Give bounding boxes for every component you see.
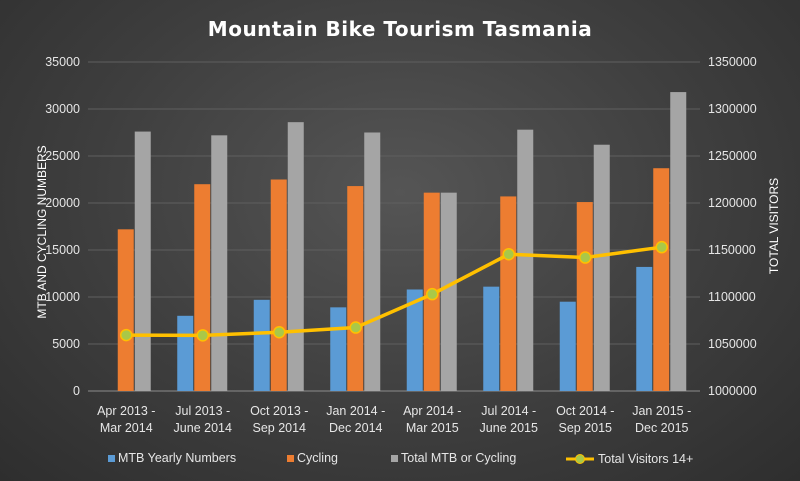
legend-swatch [108,455,115,462]
x-tick-label: Dec 2015 [635,421,689,435]
x-tick-label: June 2014 [174,421,232,435]
bar-total-mtb-or-cycling [593,144,610,391]
x-tick-label: June 2015 [480,421,538,435]
line-point [349,321,362,334]
bar-mtb-yearly-numbers [177,315,194,391]
legend-swatch [287,455,294,462]
x-tick-label: Mar 2014 [100,421,153,435]
y2-tick-label: 1250000 [708,149,757,163]
x-tick-label: Apr 2013 - [97,404,155,418]
line-point [273,326,286,339]
x-tick-label: Apr 2014 - [403,404,461,418]
line-point [426,287,439,301]
bar-mtb-yearly-numbers [483,286,500,391]
y2-tick-label: 1200000 [708,196,757,210]
bar-total-mtb-or-cycling [440,192,457,391]
x-axis-categories: Apr 2013 - Mar 2014 Jul 2013 - June 2014 Oct… [97,404,691,435]
x-tick-label: Oct 2014 - [556,404,614,418]
y-tick-label: 20000 [45,196,80,210]
legend-label: Total Visitors 14+ [598,452,693,466]
x-tick-label: Jul 2013 - [175,404,230,418]
x-tick-label: Jan 2015 - [632,404,691,418]
y-tick-label: 10000 [45,290,80,304]
y2-tick-label: 1000000 [708,384,757,398]
legend-swatch [391,455,398,462]
y-tick-label: 35000 [45,55,80,69]
y-axis-title: MTB AND CYCLING NUMBERS [35,145,49,318]
x-tick-label: Mar 2015 [406,421,459,435]
chart-title: Mountain Bike Tourism Tasmania [208,17,592,41]
bar-total-mtb-or-cycling [517,129,534,391]
x-tick-label: Sep 2015 [558,421,612,435]
x-tick-label: Sep 2014 [252,421,306,435]
bar-cycling [500,196,517,391]
legend: MTB Yearly Numbers Cycling Total MTB or Cy… [108,451,693,466]
y2-tick-label: 1050000 [708,337,757,351]
bar-cycling [194,184,211,391]
y-tick-label: 30000 [45,102,80,116]
y2-tick-label: 1350000 [708,55,757,69]
y2-axis-title: TOTAL VISITORS [767,178,781,274]
bar-total-mtb-or-cycling [364,132,381,391]
line-point [196,329,209,342]
bar-total-mtb-or-cycling [134,131,151,391]
bar-cycling [653,168,670,391]
bar-total-mtb-or-cycling [211,135,228,391]
bar-mtb-yearly-numbers [330,307,347,391]
y2-axis-ticks: 1000000 1050000 1100000 1150000 1200000 12500… [708,55,757,398]
line-series [120,240,668,342]
legend-label: Cycling [297,451,338,465]
y2-tick-label: 1100000 [708,290,756,304]
bar-mtb-yearly-numbers [406,289,423,391]
bar-mtb-yearly-numbers [253,299,270,391]
y2-tick-label: 1300000 [708,102,757,116]
bar-cycling [347,186,364,391]
legend-label: MTB Yearly Numbers [118,451,236,465]
legend-marker [575,454,585,464]
x-tick-label: Dec 2014 [329,421,383,435]
bar-mtb-yearly-numbers [636,266,653,391]
line-point [579,251,592,264]
bar-cycling [270,179,287,391]
line-point [120,328,133,342]
y2-tick-label: 1150000 [708,243,756,257]
line-point [502,247,515,261]
bar-cycling [117,229,134,391]
bar-total-mtb-or-cycling [287,122,304,391]
bar-cycling [576,202,593,391]
x-tick-label: Oct 2013 - [250,404,308,418]
legend-label: Total MTB or Cycling [401,451,516,465]
x-tick-label: Jan 2014 - [326,404,385,418]
bar-total-mtb-or-cycling [670,92,687,391]
y-tick-label: 5000 [52,337,80,351]
y-tick-label: 0 [73,384,80,398]
y-tick-label: 25000 [45,149,80,163]
bar-mtb-yearly-numbers [559,301,576,391]
y-tick-label: 15000 [45,243,80,257]
line-total-visitors [126,245,662,338]
line-point [655,240,668,254]
bars [117,92,687,391]
y-axis-ticks: 0 5000 10000 15000 20000 25000 30000 35000 [45,55,80,398]
x-tick-label: Jul 2014 - [481,404,536,418]
